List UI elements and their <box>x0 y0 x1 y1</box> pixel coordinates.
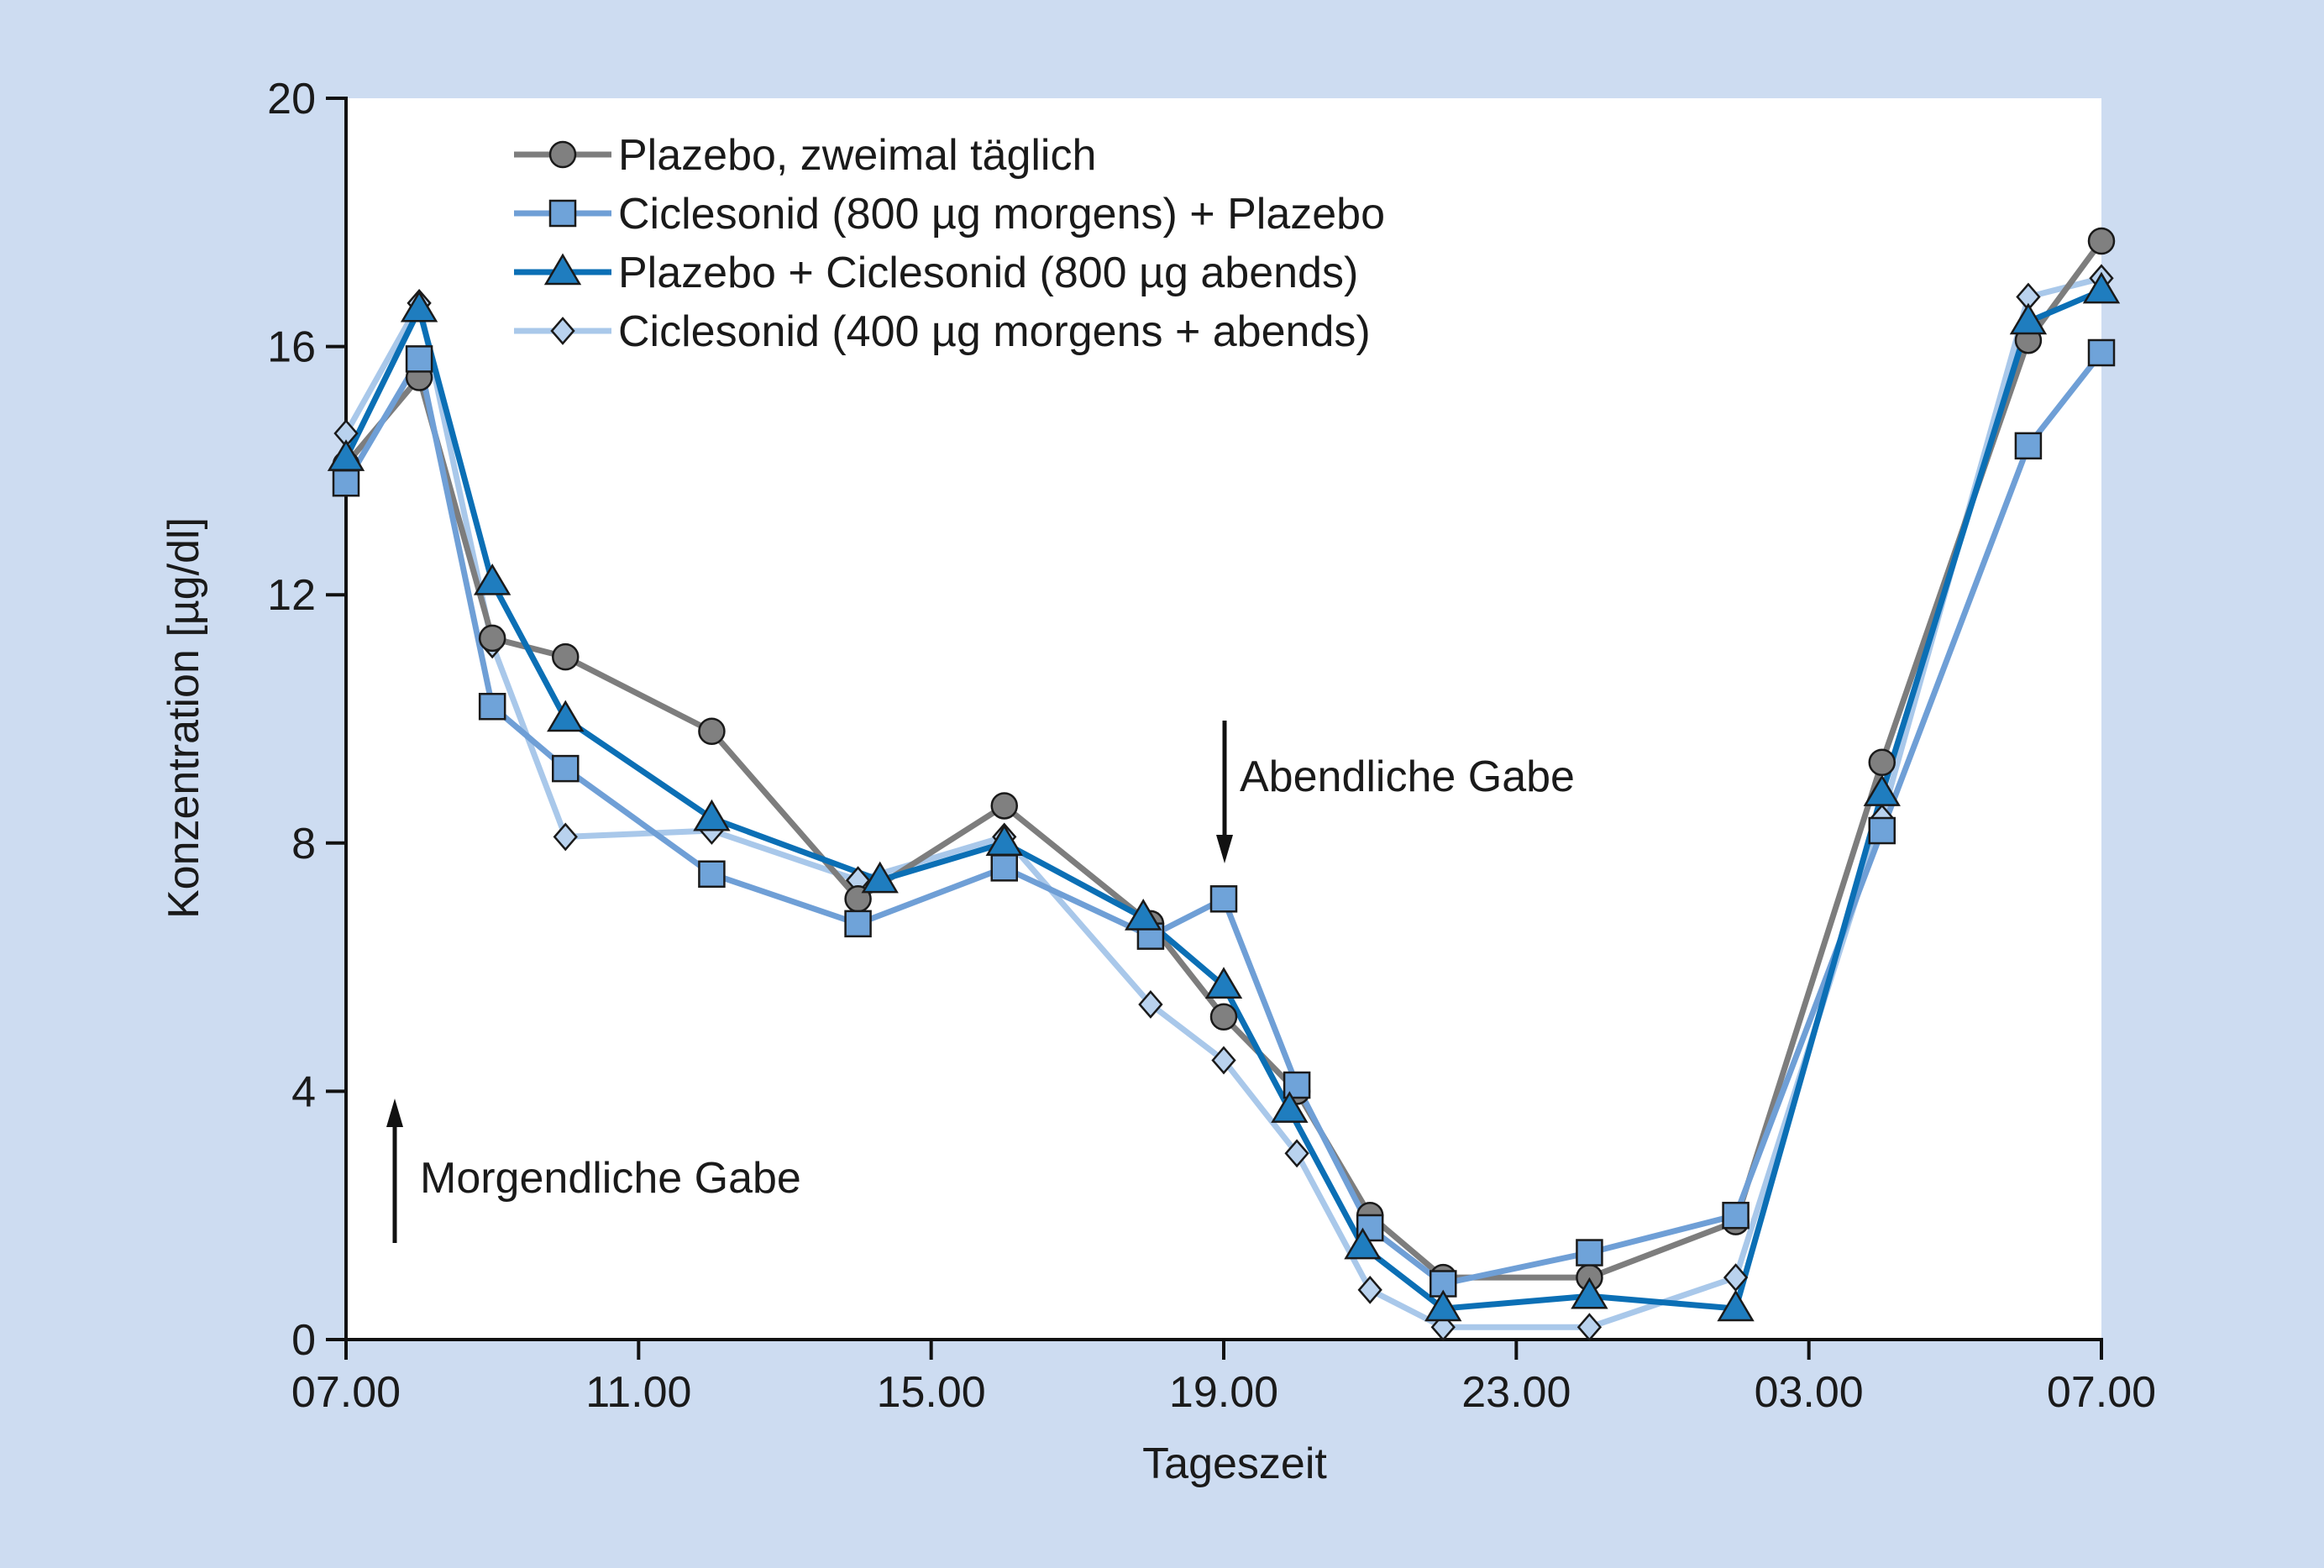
data-point <box>473 563 511 595</box>
y-tick-label: 16 <box>267 323 316 372</box>
data-point <box>1571 1277 1608 1309</box>
data-point <box>405 345 433 373</box>
data-point <box>1576 1313 1603 1342</box>
data-point <box>2009 302 2048 335</box>
data-point <box>2087 227 2116 255</box>
data-point <box>2082 271 2121 304</box>
data-point <box>332 469 360 497</box>
x-tick-label: 23.00 <box>1461 1368 1571 1417</box>
y-axis-label: Konzentration [µg/dl] <box>160 517 208 919</box>
data-point <box>861 861 899 894</box>
data-point <box>1344 1227 1382 1260</box>
legend: Plazebo, zweimal täglich Ciclesonid (800 … <box>514 131 1385 356</box>
data-point <box>478 624 506 653</box>
data-point <box>990 854 1018 882</box>
data-point <box>547 700 585 732</box>
y-tick-label: 4 <box>291 1067 316 1116</box>
legend-marker <box>548 140 577 169</box>
data-point <box>1125 899 1162 931</box>
x-tick-label: 07.00 <box>2047 1368 2156 1417</box>
data-point <box>1576 1239 1603 1266</box>
evening-annotation: Abendliche Gabe <box>1216 721 1575 863</box>
evening-dose-label: Abendliche Gabe <box>1240 753 1575 801</box>
axes: 0 4 8 12 16 20 07.00 11.00 15.00 19.00 23.00 03.00 0… <box>267 75 2156 1417</box>
evening-arrow-head <box>1216 835 1233 863</box>
x-axis-label: Tageszeit <box>1142 1440 1327 1488</box>
data-point <box>552 754 580 783</box>
legend-marker <box>548 199 577 228</box>
data-point <box>1357 1275 1382 1304</box>
data-point <box>985 824 1023 857</box>
y-tick-label: 8 <box>291 820 316 868</box>
data-point <box>553 822 578 852</box>
data-point <box>990 792 1018 820</box>
x-tick-label: 11.00 <box>585 1368 691 1417</box>
series-markers <box>327 227 2121 1342</box>
legend-label: Plazebo, zweimal täglich <box>618 131 1096 180</box>
data-point <box>1868 816 1896 845</box>
data-point <box>1271 1091 1309 1123</box>
data-point <box>1722 1201 1750 1230</box>
data-point <box>327 439 365 471</box>
data-point <box>698 860 726 888</box>
plot-area <box>346 98 2101 1340</box>
morning-arrow-head <box>386 1099 403 1127</box>
x-tick-label: 03.00 <box>1755 1368 1864 1417</box>
data-point <box>552 642 580 671</box>
legend-marker <box>550 317 575 345</box>
x-tick-label: 19.00 <box>1169 1368 1278 1417</box>
data-point <box>2014 432 2043 460</box>
data-point <box>1424 1289 1462 1322</box>
y-tick-label: 0 <box>291 1316 316 1365</box>
data-point <box>1209 885 1238 913</box>
data-point <box>1209 1003 1238 1030</box>
data-point <box>1138 990 1163 1019</box>
legend-marker <box>543 253 582 286</box>
morning-dose-label: Morgendliche Gabe <box>420 1154 801 1203</box>
data-point <box>1204 967 1243 999</box>
x-tick-label: 15.00 <box>877 1368 986 1417</box>
y-tick-label: 12 <box>267 571 316 620</box>
y-tick-label: 20 <box>267 75 316 123</box>
data-point <box>400 290 438 323</box>
data-point <box>1284 1139 1309 1168</box>
data-point <box>1863 774 1901 806</box>
legend-label: Plazebo + Ciclesonid (800 µg abends) <box>618 249 1358 297</box>
data-point <box>2087 338 2116 367</box>
data-point <box>1211 1046 1236 1075</box>
x-tick-label: 07.00 <box>291 1368 401 1417</box>
legend-label: Ciclesonid (800 µg morgens) + Plazebo <box>618 190 1385 239</box>
data-point <box>1717 1289 1755 1322</box>
data-point <box>1868 748 1896 776</box>
data-point <box>698 717 726 746</box>
data-point <box>844 910 872 938</box>
data-point <box>693 799 731 831</box>
data-point <box>478 692 506 721</box>
morning-annotation: Morgendliche Gabe <box>386 1099 801 1243</box>
legend-label: Ciclesonid (400 µg morgens + abends) <box>618 307 1371 356</box>
